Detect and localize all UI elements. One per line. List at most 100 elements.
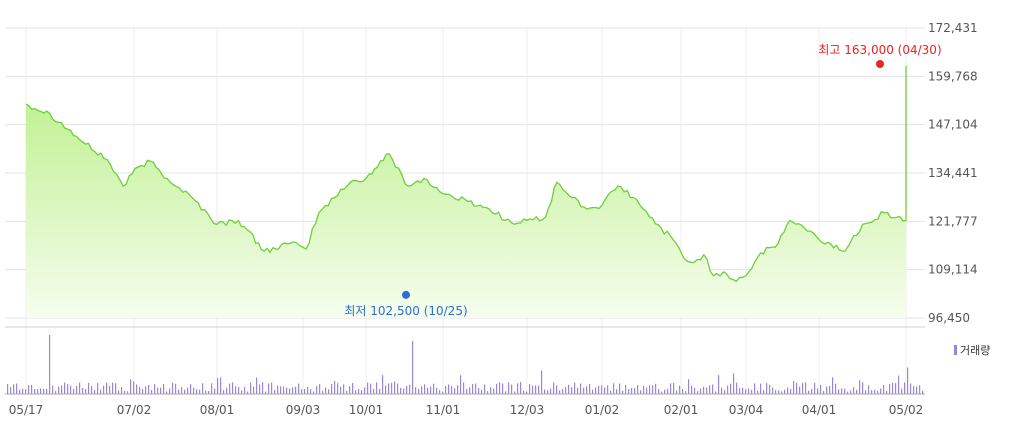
date-tick-label: 07/02 [117,403,152,417]
volume-bar [562,389,564,394]
volume-bar [427,387,429,394]
volume-bar [898,375,900,394]
volume-bar [19,389,21,394]
volume-bar [361,390,363,394]
volume-bar [694,387,696,394]
volume-bar [736,382,738,394]
volume-bar [463,382,465,394]
volume-bar [349,386,351,394]
volume-bar [565,387,567,394]
volume-bar [859,380,861,394]
price-area-fill [26,65,906,319]
date-tick-label: 05/17 [9,403,44,417]
price-tick-label: 96,450 [928,311,970,325]
volume-bar [514,391,516,394]
volume-bar [814,382,816,394]
volume-bar [532,385,534,394]
volume-bar [868,385,870,394]
volume-bar [292,387,294,394]
volume-bar [664,389,666,394]
volume-bar [922,390,924,394]
price-tick-label: 172,431 [928,21,978,35]
volume-bar [10,387,12,394]
volume-bar [535,385,537,394]
volume-bar [580,383,582,394]
volume-bar [553,382,555,394]
volume-bar [550,388,552,394]
volume-bar [58,386,60,394]
volume-bar [31,384,33,394]
volume-bar [745,389,747,394]
date-tick-label: 11/01 [426,403,461,417]
volume-bar [763,390,765,394]
volume-bar [70,385,72,394]
volume-bar [856,389,858,394]
volume-bar [910,383,912,394]
volume-bar [322,390,324,394]
volume-bar [418,388,420,394]
volume-bar [295,386,297,394]
volume-bar [88,382,90,394]
volume-bar [682,388,684,394]
volume-bar [55,390,57,394]
volume-bar [595,387,597,394]
volume-bar [901,388,903,394]
volume-bar [433,383,435,394]
volume-bar [817,388,819,394]
volume-bar [244,386,246,394]
volume-bar [223,390,225,394]
volume-bar [835,383,837,394]
volume-bar [706,387,708,394]
volume-bar [214,388,216,394]
volume-bar [466,388,468,394]
volume-bar [781,391,783,394]
volume-bar [916,386,918,394]
volume-bar [802,382,804,394]
volume-bar [400,387,402,394]
volume-bar [895,383,897,394]
volume-bar [805,382,807,394]
volume-bar [79,382,81,394]
volume-bar [787,387,789,394]
volume-bar [274,389,276,394]
date-tick-label: 05/02 [889,403,924,417]
volume-bar [283,386,285,394]
volume-bar [205,390,207,394]
volume-bar [883,385,885,394]
volume-bar [499,382,501,394]
volume-bar [385,385,387,394]
volume-bar [751,389,753,394]
volume-bar [232,382,234,394]
volume-bar [256,377,258,394]
volume-bar [520,381,522,394]
volume-bar [583,387,585,394]
volume-bar [76,385,78,394]
volume-bar [703,386,705,394]
volume-bar [475,383,477,394]
volume-bars [7,335,924,394]
volume-bar [913,386,915,394]
volume-bar [187,387,189,394]
volume-bar [853,387,855,394]
volume-bar [316,386,318,394]
volume-bar [790,388,792,394]
volume-bar [211,383,213,394]
high-label: 최고 163,000 (04/30) [818,43,941,57]
volume-bar [775,389,777,394]
volume-bar [145,386,147,394]
volume-bar [421,386,423,394]
volume-bar [487,391,489,394]
volume-bar [271,382,273,394]
volume-bar [715,391,717,394]
volume-bar [841,388,843,394]
date-tick-label: 12/03 [510,403,545,417]
price-axis: 172,431 159,768 147,104 134,441 121,777 109,1… [928,21,978,325]
volume-bar [436,387,438,394]
volume-bar [379,388,381,394]
volume-bar [919,385,921,394]
volume-bar [844,388,846,394]
volume-bar [391,382,393,394]
volume-bar [259,384,261,394]
volume-bar [547,390,549,394]
volume-bar [37,389,39,394]
